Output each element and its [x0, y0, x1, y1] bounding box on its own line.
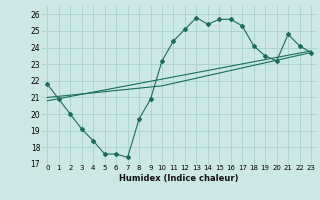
X-axis label: Humidex (Indice chaleur): Humidex (Indice chaleur): [119, 174, 239, 183]
